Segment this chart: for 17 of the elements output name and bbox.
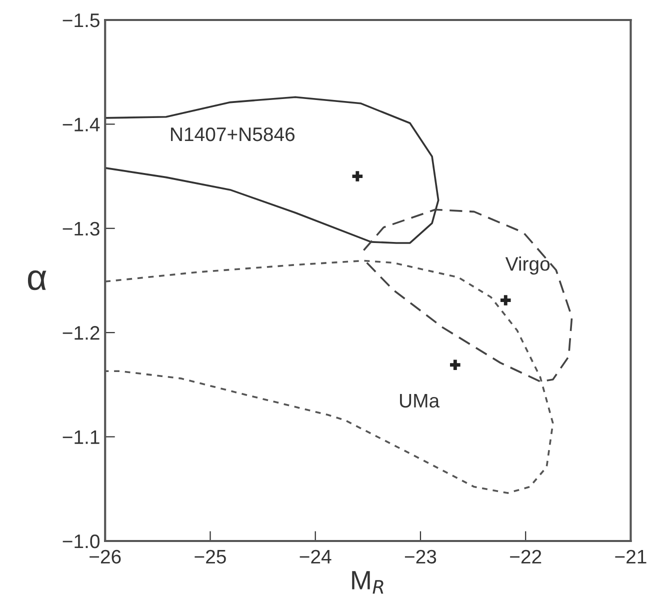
y-tick-label: −1.5 — [62, 14, 100, 28]
annotation: Virgo — [505, 256, 550, 275]
x-tick-label: −26 — [90, 550, 121, 564]
y-tick-label: −1.4 — [62, 118, 100, 132]
y-tick-label: −1.3 — [62, 222, 100, 236]
annotation: N1407+N5846 — [171, 127, 295, 142]
x-tick-label: −23 — [404, 550, 436, 564]
y-tick-label: −1.0 — [62, 534, 100, 548]
x-tick-label: −25 — [194, 550, 226, 564]
x-tick-label: −22 — [510, 550, 542, 564]
annotation: UMa — [400, 394, 440, 408]
x-axis-title: M$_{R}$ — [352, 571, 384, 594]
x-tick-label: −21 — [615, 550, 646, 564]
y-tick-label: −1.2 — [62, 326, 100, 340]
y-axis-title: α — [28, 270, 46, 290]
x-tick-label: −24 — [300, 550, 332, 564]
y-tick-label: −1.1 — [62, 430, 100, 444]
